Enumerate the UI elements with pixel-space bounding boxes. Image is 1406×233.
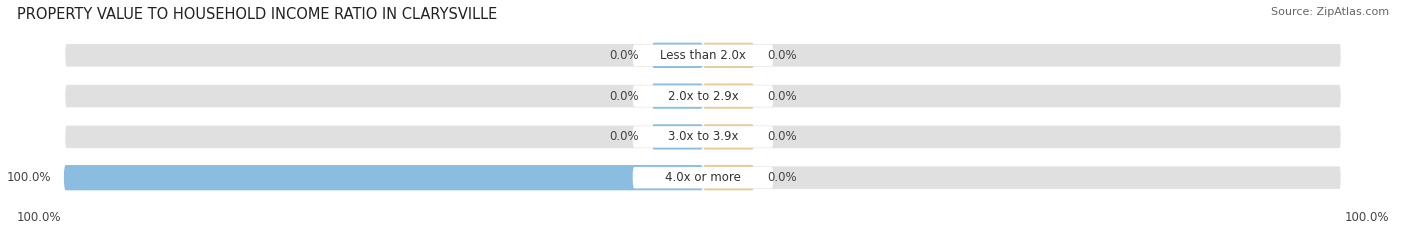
FancyBboxPatch shape: [703, 43, 754, 68]
Text: 100.0%: 100.0%: [7, 171, 51, 184]
Text: 0.0%: 0.0%: [609, 130, 640, 143]
FancyBboxPatch shape: [633, 167, 773, 188]
FancyBboxPatch shape: [633, 45, 773, 66]
FancyBboxPatch shape: [652, 124, 703, 150]
Text: 100.0%: 100.0%: [1344, 211, 1389, 224]
Text: 4.0x or more: 4.0x or more: [665, 171, 741, 184]
Text: 0.0%: 0.0%: [766, 130, 797, 143]
Text: 0.0%: 0.0%: [609, 90, 640, 103]
Text: 100.0%: 100.0%: [17, 211, 62, 224]
Text: Source: ZipAtlas.com: Source: ZipAtlas.com: [1271, 7, 1389, 17]
FancyBboxPatch shape: [633, 85, 773, 107]
Text: PROPERTY VALUE TO HOUSEHOLD INCOME RATIO IN CLARYSVILLE: PROPERTY VALUE TO HOUSEHOLD INCOME RATIO…: [17, 7, 498, 22]
FancyBboxPatch shape: [63, 83, 1343, 109]
FancyBboxPatch shape: [703, 83, 754, 109]
FancyBboxPatch shape: [63, 165, 703, 190]
FancyBboxPatch shape: [63, 165, 1343, 190]
FancyBboxPatch shape: [633, 126, 773, 148]
Text: 0.0%: 0.0%: [766, 171, 797, 184]
FancyBboxPatch shape: [703, 165, 754, 190]
Text: Less than 2.0x: Less than 2.0x: [659, 49, 747, 62]
FancyBboxPatch shape: [63, 43, 1343, 68]
FancyBboxPatch shape: [652, 83, 703, 109]
Text: 0.0%: 0.0%: [766, 49, 797, 62]
Text: 2.0x to 2.9x: 2.0x to 2.9x: [668, 90, 738, 103]
Text: 3.0x to 3.9x: 3.0x to 3.9x: [668, 130, 738, 143]
Text: 0.0%: 0.0%: [609, 49, 640, 62]
Text: 0.0%: 0.0%: [766, 90, 797, 103]
FancyBboxPatch shape: [703, 124, 754, 150]
FancyBboxPatch shape: [63, 124, 1343, 150]
FancyBboxPatch shape: [652, 43, 703, 68]
